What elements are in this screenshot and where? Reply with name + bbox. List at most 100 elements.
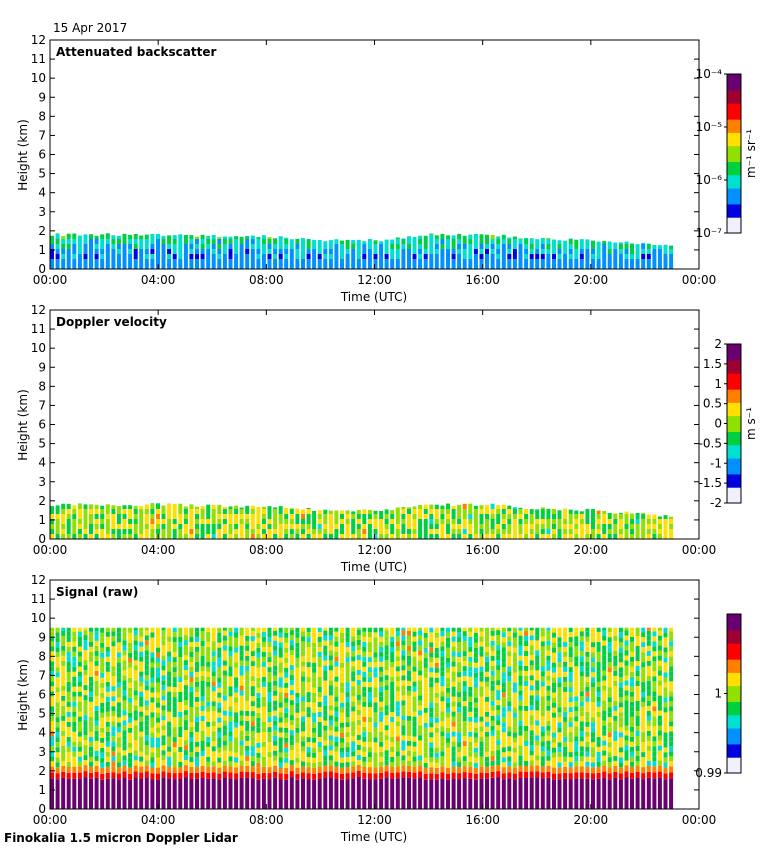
data-cell [317, 637, 322, 642]
data-cell [563, 772, 568, 779]
data-cell [557, 727, 562, 733]
data-cell [568, 519, 573, 524]
profile-column [384, 509, 389, 539]
data-cell [295, 773, 300, 780]
profile-column [189, 504, 194, 539]
data-cell [234, 712, 239, 718]
data-cell [473, 722, 478, 728]
data-cell [518, 655, 523, 661]
data-cell [407, 700, 411, 706]
data-cell [156, 737, 160, 743]
data-cell [239, 755, 244, 761]
data-cell [200, 641, 205, 646]
data-cell [144, 234, 149, 239]
data-cell [94, 700, 99, 706]
colorbar-segment [727, 389, 741, 393]
data-cell [116, 647, 121, 653]
data-cell [418, 735, 423, 741]
colorbar: -2-1.5-1-0.500.511.52m s⁻¹ [699, 337, 758, 510]
data-cell [105, 519, 110, 524]
profile-column [256, 237, 261, 269]
data-cell [133, 750, 138, 756]
data-cell [217, 722, 222, 728]
data-cell [423, 732, 428, 738]
data-cell [323, 241, 328, 244]
data-cell [111, 651, 116, 657]
data-cell [373, 249, 378, 254]
data-cell [518, 710, 523, 716]
data-cell [434, 672, 439, 678]
colorbar-segment [727, 476, 741, 480]
data-cell [340, 510, 344, 514]
data-cell [50, 716, 54, 722]
data-cell [412, 239, 417, 244]
data-cell [579, 259, 584, 264]
data-cell [234, 519, 239, 524]
data-cell [429, 514, 434, 519]
profile-column [395, 237, 400, 269]
data-cell [100, 737, 105, 743]
profile-column [144, 504, 149, 539]
data-cell [323, 715, 328, 721]
data-cell [473, 509, 478, 514]
data-cell [284, 702, 289, 708]
data-cell [412, 721, 417, 727]
data-cell [206, 636, 211, 642]
data-cell [133, 640, 138, 646]
data-cell [574, 259, 579, 264]
data-cell [451, 661, 456, 667]
data-cell [557, 244, 562, 249]
data-cell [328, 665, 333, 671]
data-cell [100, 632, 105, 638]
data-cell [462, 661, 467, 667]
data-cell [334, 249, 339, 254]
data-cell [217, 239, 222, 244]
data-cell [434, 509, 439, 514]
data-cell [334, 751, 339, 757]
data-cell [568, 239, 573, 244]
data-cell [479, 671, 484, 677]
data-cell [105, 234, 110, 239]
data-cell [206, 627, 211, 632]
data-cell [312, 264, 317, 269]
data-cell [401, 725, 406, 731]
data-cell [128, 722, 133, 728]
data-cell [72, 701, 77, 707]
data-cell [61, 760, 66, 766]
data-cell [239, 534, 244, 539]
data-cell [301, 766, 305, 773]
data-cell [195, 686, 199, 692]
data-cell [501, 249, 506, 254]
data-cell [457, 779, 462, 809]
data-cell [66, 534, 71, 539]
data-cell [128, 737, 133, 743]
data-cell [94, 534, 99, 539]
data-cell [468, 641, 473, 647]
data-cell [189, 742, 194, 747]
data-cell [172, 504, 177, 509]
data-cell [100, 529, 105, 534]
colorbar-segment [727, 81, 741, 86]
data-cell [524, 741, 529, 746]
data-cell [473, 702, 478, 708]
data-cell [546, 745, 551, 751]
data-cell [384, 519, 389, 524]
data-cell [295, 637, 300, 643]
data-cell [345, 722, 350, 728]
data-cell [239, 675, 244, 681]
data-cell [340, 632, 344, 638]
data-cell [100, 747, 105, 753]
data-cell [217, 254, 222, 259]
data-cell [267, 702, 272, 708]
data-cell [183, 650, 188, 656]
data-cell [222, 514, 227, 519]
data-cell [323, 750, 328, 756]
data-cell [116, 249, 121, 254]
data-cell [563, 240, 568, 244]
data-cell [496, 690, 501, 696]
profile-column [657, 516, 662, 539]
data-cell [423, 662, 428, 668]
data-cell [72, 514, 77, 519]
data-cell [473, 647, 478, 653]
data-cell [663, 534, 668, 539]
